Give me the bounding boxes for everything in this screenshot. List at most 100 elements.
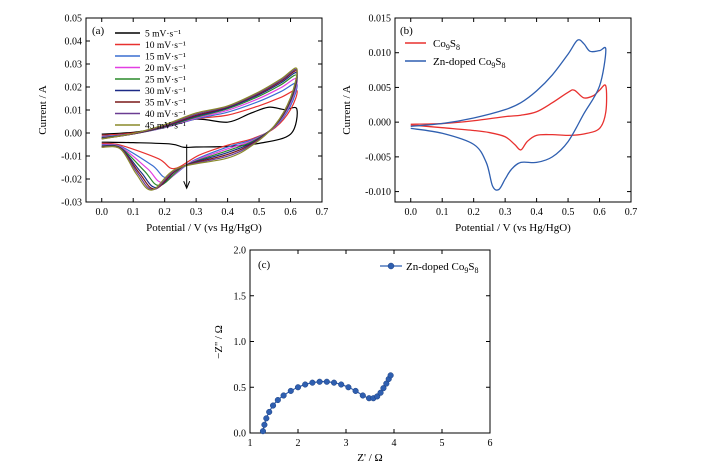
legend-label-a: 20 mV·s⁻¹ bbox=[145, 64, 186, 74]
eis-point bbox=[387, 372, 394, 379]
legend-label-c-part: 8 bbox=[474, 266, 478, 275]
legend-label-b-part: 8 bbox=[456, 43, 460, 52]
legend-label-b-part: Zn-doped Co bbox=[433, 56, 492, 68]
eis-point bbox=[330, 379, 338, 386]
eis-point bbox=[309, 379, 316, 386]
x-tick-label: 3 bbox=[344, 438, 349, 449]
legend-label-b: Co9S8 bbox=[433, 38, 460, 52]
legend-label-b-part: S bbox=[495, 56, 501, 68]
y-tick-label: -0.010 bbox=[365, 187, 391, 198]
legend-label-a: 30 mV·s⁻¹ bbox=[145, 87, 186, 97]
x-tick-label: 4 bbox=[392, 438, 397, 449]
eis-point bbox=[269, 402, 277, 409]
y-tick-label: 0.01 bbox=[65, 106, 83, 117]
eis-point bbox=[352, 387, 359, 394]
x-tick-label: 0.7 bbox=[625, 207, 638, 218]
panel-label-a: (a) bbox=[92, 25, 105, 37]
x-ticks-b: 0.0 0.1 0.2 0.3 0.4 0.5 0.6 0.7 bbox=[404, 18, 637, 218]
legend-label-b-part: 8 bbox=[501, 61, 505, 70]
x-tick-label: 0.4 bbox=[530, 207, 543, 218]
eis-point bbox=[323, 378, 330, 385]
legend-marker-c bbox=[387, 262, 395, 270]
legend-label-c-part: S bbox=[468, 261, 474, 273]
y-ticks-c: 0.0 0.5 1.0 1.5 2.0 bbox=[234, 246, 490, 440]
eis-point bbox=[259, 428, 267, 435]
cv-curve-a bbox=[101, 74, 298, 187]
cv-curve-b bbox=[410, 39, 607, 191]
y-tick-label: 0.05 bbox=[65, 14, 83, 25]
x-ticks-a: 0.0 0.1 0.2 0.3 0.4 0.5 0.6 0.7 bbox=[95, 18, 328, 218]
y-tick-label: 1.5 bbox=[234, 291, 247, 302]
eis-point bbox=[280, 392, 287, 399]
eis-point bbox=[345, 384, 352, 391]
eis-point bbox=[380, 385, 387, 392]
y-tick-label: 0.00 bbox=[65, 129, 83, 140]
eis-point bbox=[316, 378, 323, 385]
x-tick-label: 0.6 bbox=[284, 207, 297, 218]
x-tick-label: 0.6 bbox=[593, 207, 606, 218]
x-tick-label: 0.1 bbox=[127, 207, 140, 218]
x-tick-label: 0.2 bbox=[158, 207, 171, 218]
legend-label-a: 15 mV·s⁻¹ bbox=[145, 53, 186, 63]
y-tick-label: 0.0 bbox=[234, 429, 247, 440]
legend-label-c-part: 9 bbox=[464, 266, 468, 275]
scan-rate-arrow bbox=[183, 144, 191, 190]
panel-a: (a) -0.03-0.02-0.010.000.010.020.030.040… bbox=[37, 14, 328, 235]
x-tick-label: 5 bbox=[440, 438, 445, 449]
x-axis-title-a: Potential / V (vs Hg/HgO) bbox=[146, 222, 262, 234]
legend-label-b: Zn-doped Co9S8 bbox=[433, 56, 505, 70]
eis-point bbox=[287, 387, 294, 394]
legend-label-a: 40 mV·s⁻¹ bbox=[145, 110, 186, 120]
y-tick-label: -0.005 bbox=[365, 152, 391, 163]
x-tick-label: 0.3 bbox=[190, 207, 203, 218]
x-tick-label: 0.1 bbox=[436, 207, 449, 218]
eis-point bbox=[263, 415, 270, 422]
points-c bbox=[259, 372, 394, 435]
y-tick-label: 0.03 bbox=[65, 60, 83, 71]
y-axis-title-b: Current / A bbox=[341, 85, 353, 135]
eis-point bbox=[261, 421, 268, 428]
cv-curve-a bbox=[101, 67, 298, 191]
x-tick-label: 2 bbox=[296, 438, 301, 449]
eis-point bbox=[294, 384, 302, 391]
plot-frame-b bbox=[394, 17, 632, 203]
plot-frame-c bbox=[249, 249, 491, 434]
y-ticks-b: -0.010 -0.005 0.000 0.005 0.010 0.015 bbox=[365, 14, 631, 198]
x-tick-label: 0.0 bbox=[95, 207, 108, 218]
y-ticks-a: -0.03 -0.02 -0.01 0.00 0.01 0.02 0.03 0.04 0.05 bbox=[61, 14, 322, 209]
y-axis-title-a: Current / A bbox=[37, 85, 49, 135]
x-tick-label: 0.5 bbox=[253, 207, 266, 218]
x-tick-label: 0.0 bbox=[404, 207, 417, 218]
eis-point bbox=[274, 397, 281, 404]
cv-curve-b bbox=[410, 84, 608, 151]
x-ticks-c: 1 2 3 4 5 6 bbox=[248, 250, 493, 449]
eis-point bbox=[302, 381, 309, 388]
x-tick-label: 6 bbox=[488, 438, 493, 449]
x-axis-title-c: Z' / Ω bbox=[357, 452, 382, 464]
panel-b: (b) -0.010 -0.005 0.000 0.005 0.010 0.015 0.0… bbox=[341, 14, 637, 235]
legend-label-c-part: Zn-doped Co bbox=[406, 261, 465, 273]
legend-label-c: Zn-doped Co9S8 bbox=[406, 261, 478, 275]
y-tick-label: -0.02 bbox=[61, 175, 82, 186]
eis-point bbox=[359, 392, 366, 399]
legend-label-a: 25 mV·s⁻¹ bbox=[145, 76, 186, 86]
x-tick-label: 0.2 bbox=[467, 207, 480, 218]
legend-label-b-part: Co bbox=[433, 38, 446, 50]
x-tick-label: 0.4 bbox=[221, 207, 234, 218]
x-tick-label: 0.3 bbox=[499, 207, 512, 218]
legend-label-a: 10 mV·s⁻¹ bbox=[145, 41, 186, 51]
eis-point bbox=[377, 389, 384, 396]
x-tick-label: 0.7 bbox=[316, 207, 329, 218]
legend-b: Co9S8 Zn-doped Co9S8 bbox=[405, 38, 505, 70]
legend-label-a: 45 mV·s⁻¹ bbox=[145, 122, 186, 132]
curves-b bbox=[410, 39, 608, 191]
cv-curve-a bbox=[101, 77, 298, 184]
curves-a bbox=[101, 67, 298, 191]
y-tick-label: 1.0 bbox=[234, 337, 247, 348]
arrow-head bbox=[183, 181, 191, 190]
y-tick-label: 0.015 bbox=[369, 14, 392, 25]
y-tick-label: -0.03 bbox=[61, 198, 82, 209]
eis-point bbox=[266, 408, 273, 416]
